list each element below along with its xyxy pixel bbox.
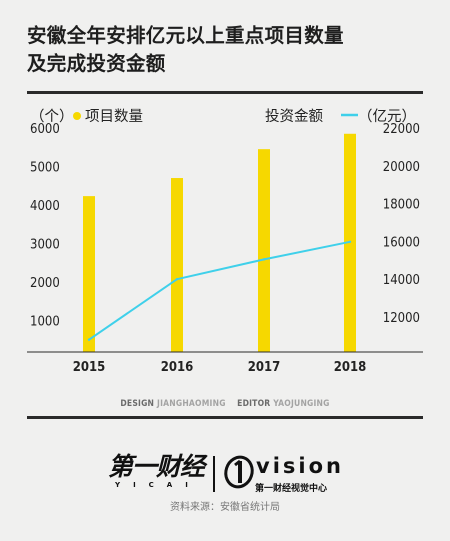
left-tick-label-6000: 6000 xyxy=(30,122,60,137)
yicai-logo: 第一财经 xyxy=(108,452,205,481)
title-line-2: 及完成投资金额 xyxy=(27,52,166,75)
line-series xyxy=(87,240,352,341)
editor-role: EDITOR xyxy=(237,399,271,409)
bar-2016 xyxy=(171,178,183,352)
left-tick-label-1000: 1000 xyxy=(30,314,60,329)
right-tick-label-18000: 18000 xyxy=(383,198,420,213)
right-tick-label-14000: 14000 xyxy=(383,273,420,288)
axes: 1000 2000 3000 4000 5000 6000 12000 14000 16000 1… xyxy=(27,122,423,375)
credits: DESIGN JIANGHAOMING EDITOR YAOJUNGING xyxy=(0,399,450,409)
left-tick-label-2000: 2000 xyxy=(30,276,60,291)
bottom-divider xyxy=(27,416,423,419)
legend-line-label: 投资金额 xyxy=(265,108,323,125)
editor-name: YAOJUNGING xyxy=(273,399,330,409)
top-divider xyxy=(27,91,423,94)
logo-row: 第一财经 YICAI vision 第一财经视觉中心 xyxy=(0,448,450,496)
right-tick-label-16000: 16000 xyxy=(383,235,420,250)
line-point-2016 xyxy=(175,278,179,281)
data-source: 资料来源：安徽省统计局 xyxy=(170,502,280,513)
chart-title: 安徽全年安排亿元以上重点项目数量 及完成投资金额 xyxy=(27,22,427,78)
bar-2017 xyxy=(258,149,270,352)
design-role: DESIGN xyxy=(120,399,155,409)
legend-bar-label: 项目数量 xyxy=(85,108,143,125)
bar-2015 xyxy=(83,196,95,352)
x-tick-label-2018: 2018 xyxy=(334,360,367,375)
right-tick-label-22000: 22000 xyxy=(383,122,420,137)
vision-logo-sub: 第一财经视觉中心 xyxy=(255,484,328,494)
line-point-2018 xyxy=(348,240,352,243)
right-tick-label-20000: 20000 xyxy=(383,160,420,175)
left-tick-label-3000: 3000 xyxy=(30,237,60,252)
left-tick-label-4000: 4000 xyxy=(30,199,60,214)
logo-separator xyxy=(213,456,215,492)
x-tick-label-2016: 2016 xyxy=(161,360,194,375)
vision-one-logo-icon xyxy=(224,455,254,489)
right-axis-unit-label: （亿元） xyxy=(358,108,416,125)
yicai-logo-sub: YICAI xyxy=(115,481,201,489)
right-tick-label-12000: 12000 xyxy=(383,311,420,326)
left-axis-unit-label: （个） xyxy=(30,108,74,125)
left-tick-label-5000: 5000 xyxy=(30,160,60,175)
vision-logo-text: vision xyxy=(256,454,344,478)
legend: （个） 项目数量 投资金额 （亿元） xyxy=(30,108,416,125)
legend-bar-marker xyxy=(73,112,81,120)
line-point-2015 xyxy=(87,338,91,341)
line-point-2017 xyxy=(262,258,266,261)
investment-line xyxy=(88,240,351,341)
bar-series xyxy=(83,133,356,352)
title-line-1: 安徽全年安排亿元以上重点项目数量 xyxy=(27,24,344,47)
x-tick-label-2015: 2015 xyxy=(73,360,106,375)
design-name: JIANGHAOMING xyxy=(157,399,226,409)
x-tick-label-2017: 2017 xyxy=(248,360,281,375)
